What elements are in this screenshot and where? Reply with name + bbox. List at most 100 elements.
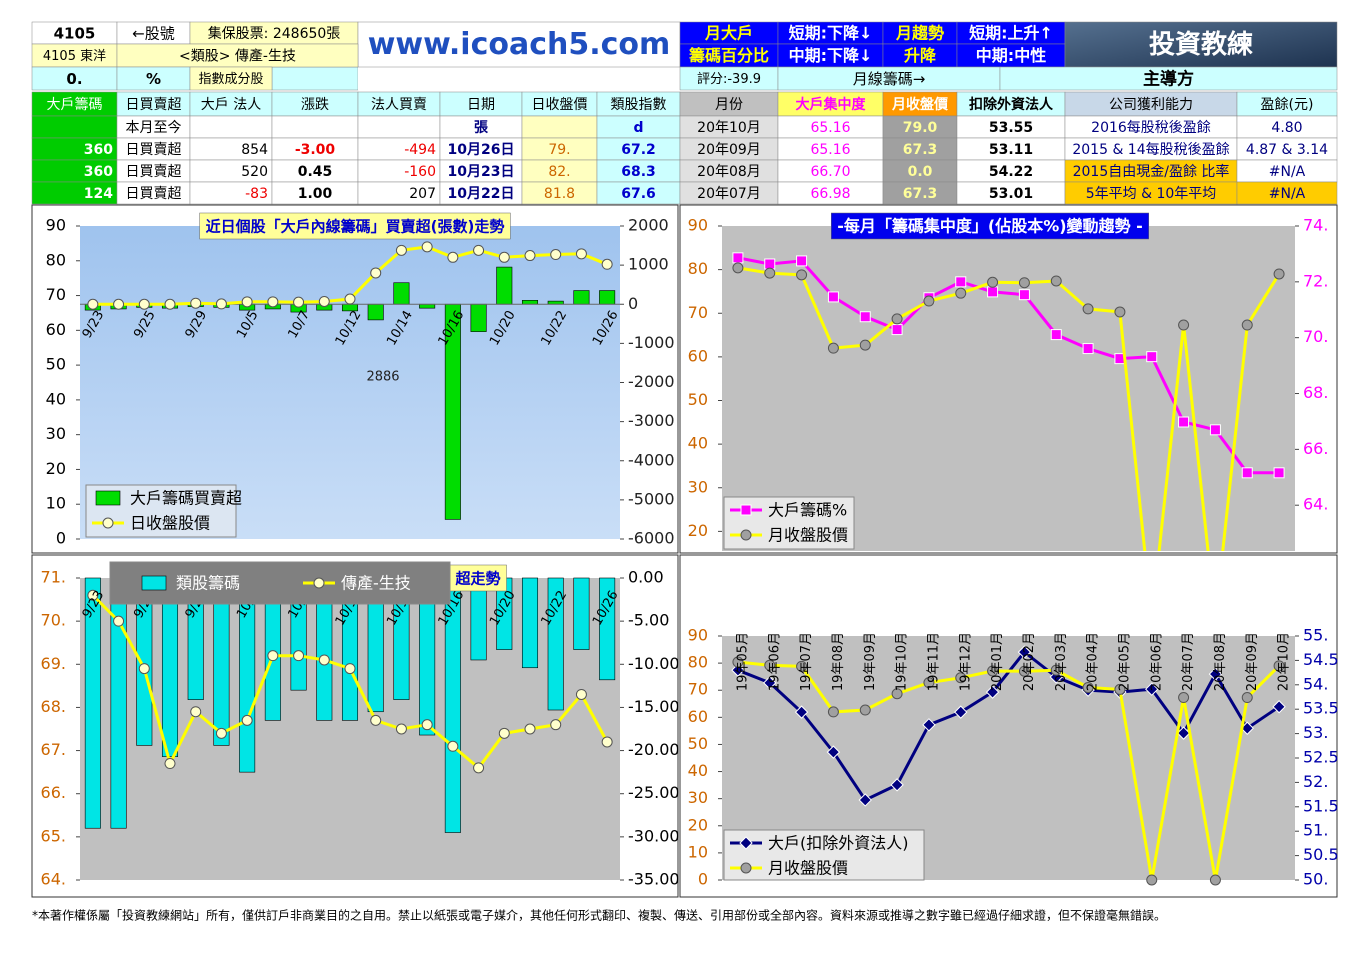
column-header: 大戶 法人 bbox=[201, 97, 261, 113]
table-text: -494 bbox=[404, 142, 436, 158]
marker bbox=[498, 251, 510, 263]
y-tick-label: 64. bbox=[41, 870, 66, 889]
blank-cell bbox=[358, 67, 680, 90]
marker bbox=[922, 718, 936, 732]
y-tick-label: 40 bbox=[688, 434, 708, 453]
header-text: 月趨勢 bbox=[895, 24, 944, 43]
table-text: 5年平均 & 10年平均 bbox=[1086, 186, 1217, 202]
y2-tick-label: -30.00 bbox=[628, 826, 680, 845]
table-text: 520 bbox=[241, 164, 268, 180]
marker bbox=[1082, 682, 1094, 694]
marker bbox=[827, 706, 839, 718]
table-text: 日買賣超 bbox=[126, 142, 182, 158]
column-header-cell bbox=[357, 91, 441, 117]
table-text: 20年08月 bbox=[697, 164, 761, 180]
x-tick-label: 20年01月 bbox=[990, 632, 1005, 691]
marker bbox=[1176, 726, 1191, 740]
marker bbox=[954, 705, 968, 719]
marker bbox=[890, 778, 904, 792]
column-header: 公司獲利能力 bbox=[1109, 97, 1193, 113]
legend-marker bbox=[740, 504, 752, 516]
y2-tick-label: -35.00 bbox=[628, 870, 680, 889]
column-header: 日收盤價 bbox=[532, 96, 588, 113]
table-text: 0.0 bbox=[908, 164, 933, 180]
x-tick-label: 19年10月 bbox=[895, 632, 910, 691]
column-header: 大戶集中度 bbox=[796, 96, 867, 113]
column-header-cell bbox=[1236, 91, 1338, 117]
y-tick-label: 10 bbox=[688, 842, 708, 861]
x-tick-label: 20年04月 bbox=[1086, 632, 1101, 691]
marker bbox=[923, 677, 935, 689]
legend-label: 月收盤股價 bbox=[768, 859, 848, 878]
marker bbox=[796, 255, 808, 267]
marker bbox=[601, 258, 613, 270]
y-tick-label: 50 bbox=[46, 355, 66, 374]
x-tick-label: 20年09月 bbox=[1245, 632, 1260, 691]
chart-title: -每月「籌碼集中度」(佔股本%)變動趨勢 - bbox=[837, 217, 1143, 236]
bar bbox=[521, 300, 539, 305]
header-text: 籌碼百分比 bbox=[689, 46, 769, 65]
y2-tick-label: -1000 bbox=[628, 333, 675, 352]
table-text: 67.6 bbox=[621, 186, 656, 202]
marker bbox=[344, 293, 356, 305]
legend-box bbox=[109, 561, 451, 605]
marker bbox=[421, 719, 433, 731]
marker bbox=[955, 672, 967, 684]
table-text: 67.2 bbox=[621, 142, 656, 158]
x-tick-label: 20年07月 bbox=[1181, 632, 1196, 691]
header-text: 4105 bbox=[54, 25, 96, 43]
y-tick-label: 10 bbox=[46, 494, 66, 513]
marker bbox=[1114, 683, 1126, 695]
marker bbox=[1050, 275, 1062, 287]
y-tick-label: 40 bbox=[46, 389, 66, 408]
marker bbox=[764, 258, 776, 270]
marker bbox=[1145, 682, 1159, 696]
table-cell bbox=[271, 115, 359, 139]
marker bbox=[447, 251, 459, 263]
marker bbox=[1178, 319, 1190, 331]
table-text: 張 bbox=[474, 120, 489, 136]
bar bbox=[161, 577, 179, 757]
column-header-cell bbox=[116, 91, 191, 117]
legend-box bbox=[723, 829, 925, 881]
marker bbox=[987, 276, 999, 288]
table-text: 79.0 bbox=[903, 120, 938, 136]
marker bbox=[1273, 268, 1285, 280]
bar bbox=[367, 303, 384, 321]
y2-tick-label: 74. bbox=[1303, 216, 1328, 235]
column-header: 法人買賣 bbox=[371, 97, 427, 113]
y-tick-label: 90 bbox=[688, 216, 708, 235]
y2-tick-label: 0.00 bbox=[628, 568, 664, 587]
header-cell bbox=[1064, 21, 1338, 68]
marker bbox=[138, 663, 150, 675]
header-cell bbox=[189, 66, 273, 91]
marker bbox=[138, 298, 150, 310]
header-cell bbox=[999, 66, 1338, 91]
marker bbox=[1241, 467, 1253, 479]
marker bbox=[241, 296, 253, 308]
table-text: 854 bbox=[241, 142, 268, 158]
table-text: -83 bbox=[245, 186, 268, 202]
y-tick-label: 71. bbox=[41, 568, 66, 587]
x-tick-label: 20年03月 bbox=[1054, 632, 1069, 691]
x-tick-label: 20年06月 bbox=[1149, 632, 1164, 691]
marker bbox=[421, 241, 433, 253]
legend-label: 傳產-生技 bbox=[341, 574, 411, 593]
marker bbox=[267, 650, 279, 662]
y-tick-label: 70 bbox=[46, 285, 66, 304]
y2-tick-label: 2000 bbox=[628, 216, 669, 235]
table-text: 20年10月 bbox=[697, 120, 761, 136]
y-tick-label: 50 bbox=[688, 734, 708, 753]
y-tick-label: 90 bbox=[688, 626, 708, 645]
marker bbox=[827, 291, 839, 303]
x-tick-label: 19年11月 bbox=[926, 632, 941, 691]
marker bbox=[267, 296, 279, 308]
bar bbox=[419, 303, 436, 309]
x-tick-label: 20年02月 bbox=[1022, 632, 1037, 691]
header-text: 投資教練 bbox=[1149, 29, 1253, 60]
table-text: 65.16 bbox=[810, 142, 850, 158]
header-text: 短期:下降↓ bbox=[789, 24, 873, 43]
marker bbox=[955, 287, 967, 299]
bar bbox=[470, 303, 487, 332]
bar bbox=[573, 290, 590, 305]
